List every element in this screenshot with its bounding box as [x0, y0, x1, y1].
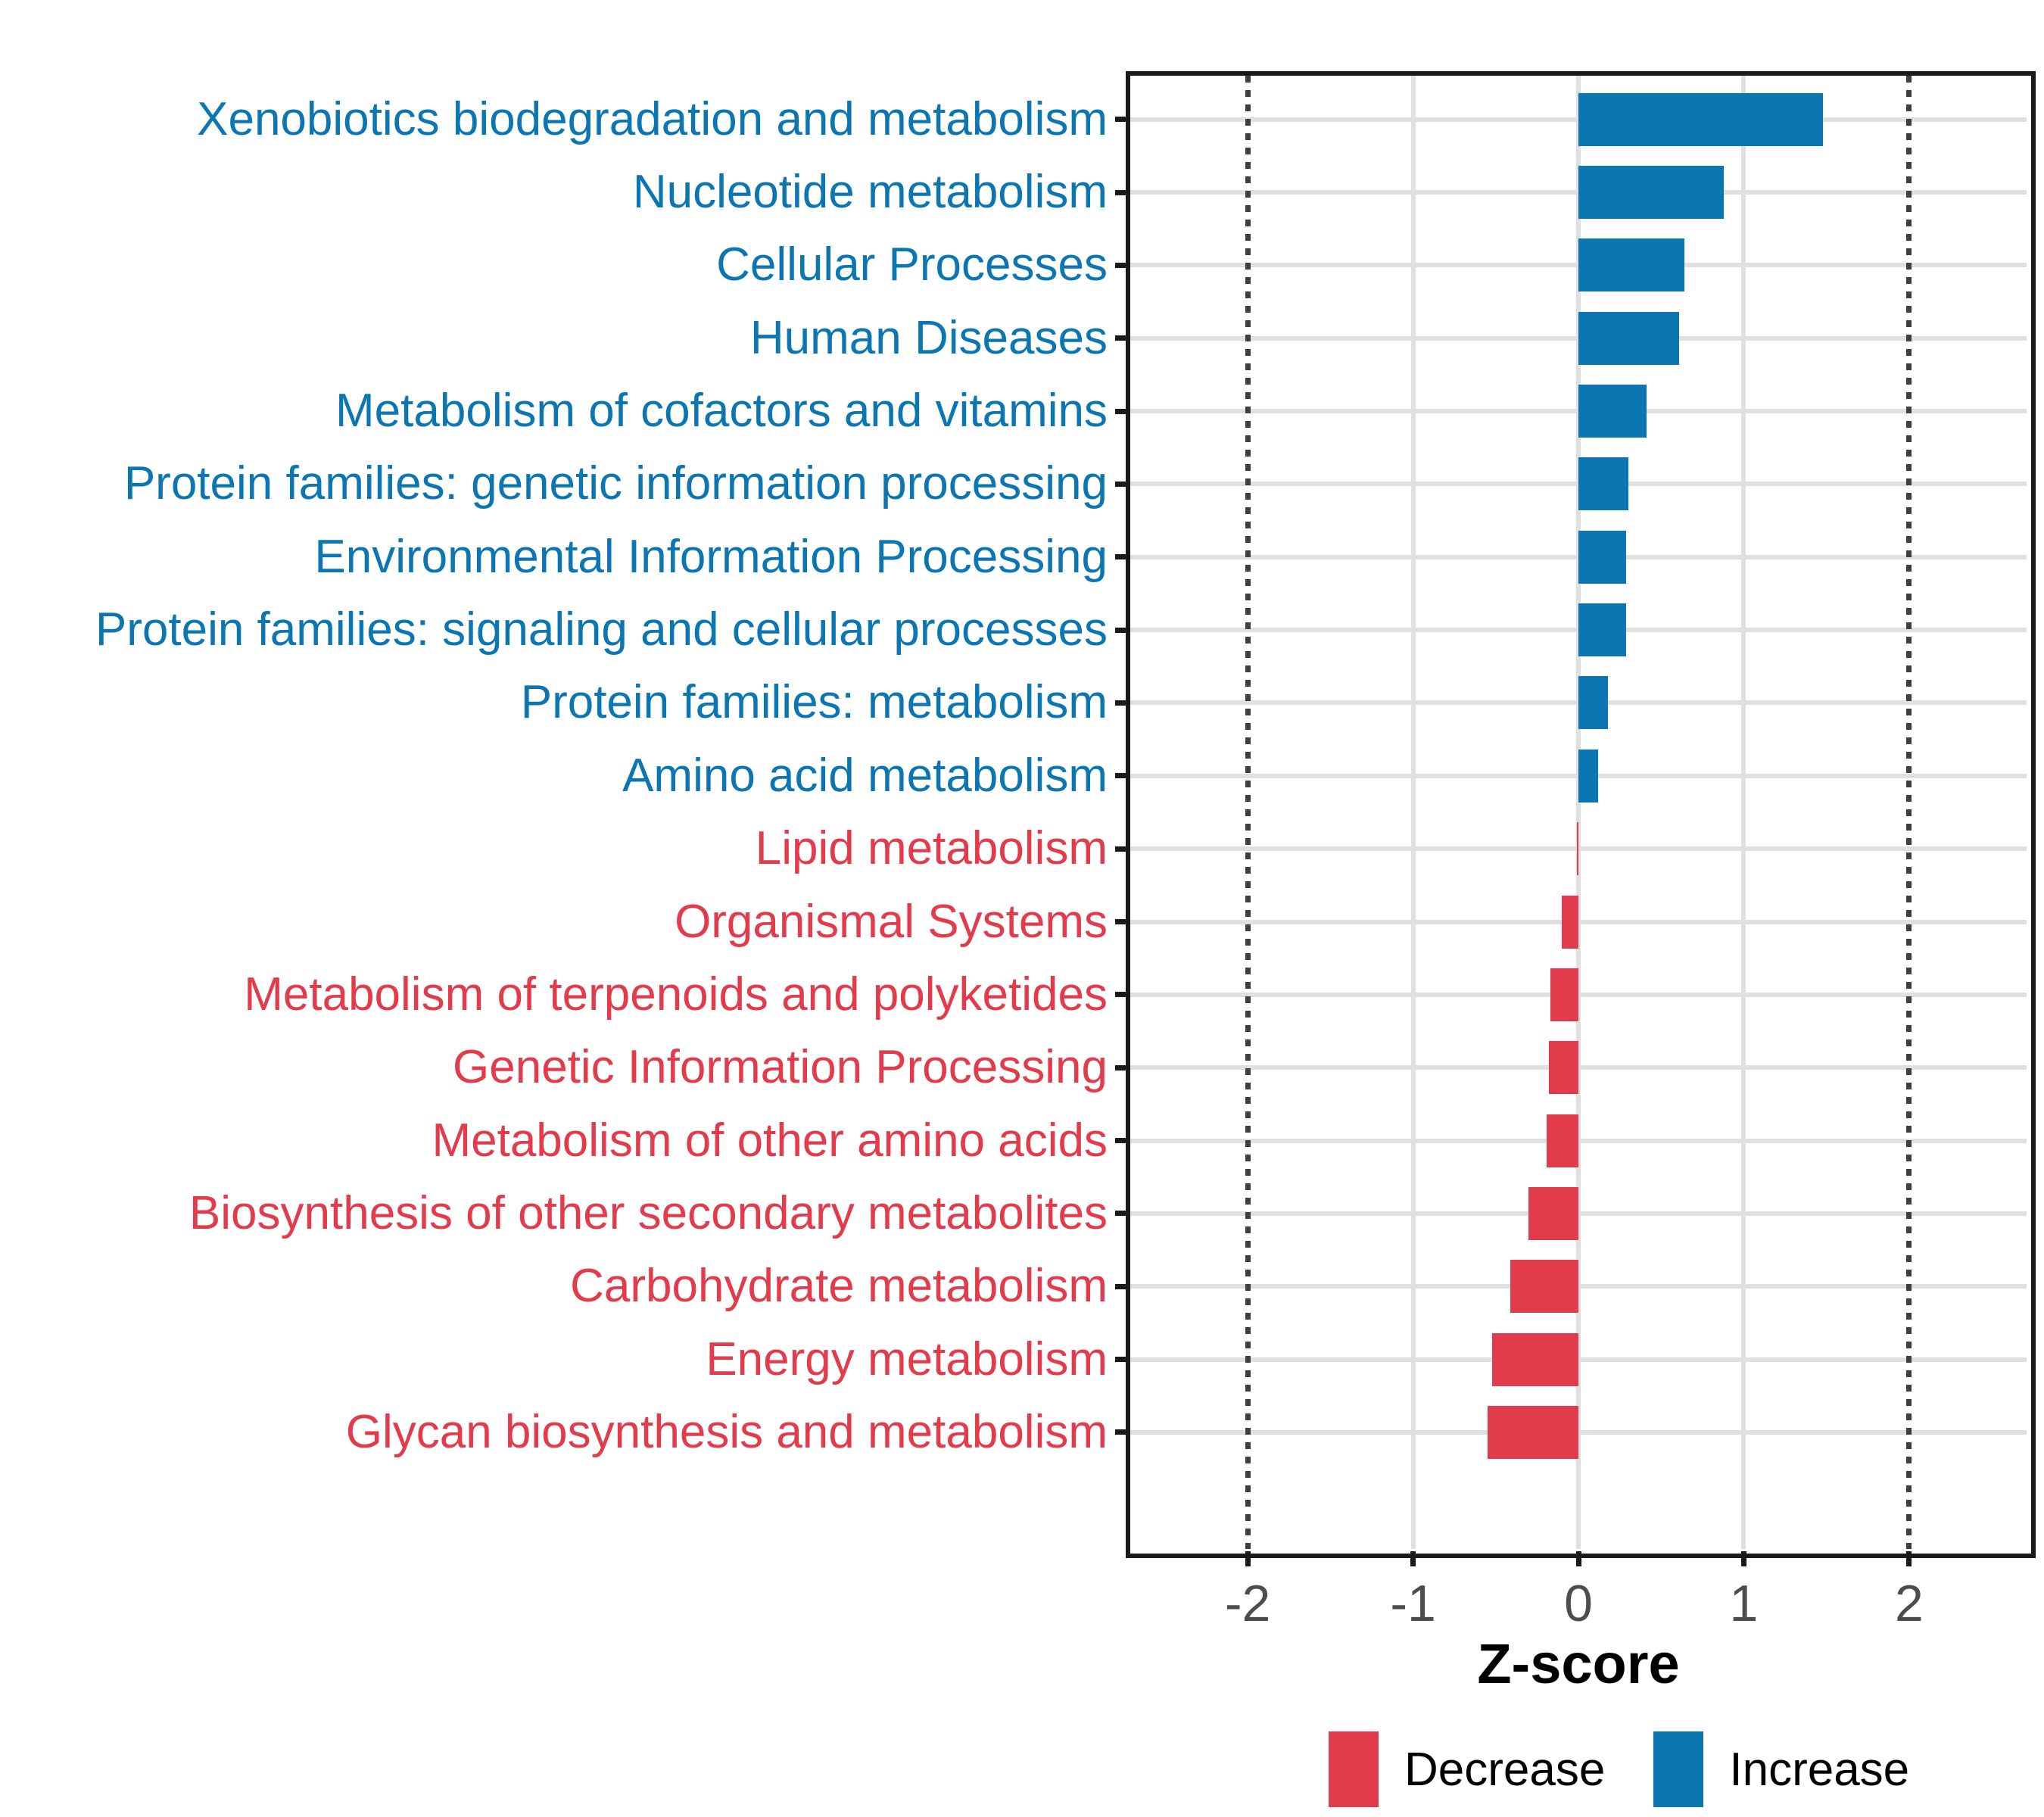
y-axis-tick — [1115, 1064, 1130, 1071]
y-axis-tick — [1115, 700, 1130, 706]
bar-increase — [1578, 603, 1627, 657]
x-axis-tick-label: 2 — [1894, 1575, 1924, 1632]
y-axis-tick — [1115, 117, 1130, 123]
reference-line — [1245, 76, 1251, 1549]
y-axis-label: Organismal Systems — [675, 895, 1108, 948]
x-gridline — [1741, 76, 1746, 1549]
y-axis-label: Protein families: signaling and cellular… — [95, 603, 1108, 656]
x-gridline — [1410, 76, 1416, 1549]
y-axis-tick — [1115, 554, 1130, 560]
y-axis-label: Cellular Processes — [716, 238, 1108, 291]
x-gridline — [1576, 76, 1581, 1549]
x-axis-tick — [1410, 1551, 1416, 1566]
legend-label-increase: Increase — [1729, 1743, 1910, 1796]
legend-item-decrease: Decrease — [1329, 1731, 1605, 1807]
x-axis-tick-label: 1 — [1729, 1575, 1759, 1632]
y-axis-tick — [1115, 773, 1130, 779]
y-axis-label: Environmental Information Processing — [314, 530, 1108, 583]
increase-swatch — [1653, 1731, 1704, 1807]
y-axis-tick — [1115, 1357, 1130, 1363]
legend-label-decrease: Decrease — [1404, 1743, 1606, 1796]
y-axis-tick — [1115, 846, 1130, 852]
legend: Decrease Increase — [1329, 1731, 1909, 1807]
y-axis-label: Metabolism of other amino acids — [432, 1114, 1108, 1167]
y-axis-label: Biosynthesis of other secondary metaboli… — [189, 1186, 1108, 1239]
x-axis-tick-label: -1 — [1390, 1575, 1436, 1632]
y-axis-label: Energy metabolism — [706, 1332, 1108, 1385]
bar-increase — [1578, 238, 1684, 292]
y-axis-tick — [1115, 481, 1130, 487]
x-axis-tick-label: -2 — [1224, 1575, 1271, 1632]
bar-increase — [1578, 385, 1647, 438]
y-axis-label: Carbohydrate metabolism — [570, 1260, 1108, 1313]
y-axis-label: Metabolism of terpenoids and polyketides — [244, 968, 1108, 1021]
y-axis-tick — [1115, 1429, 1130, 1435]
y-axis-tick — [1115, 919, 1130, 924]
reference-line — [1906, 76, 1912, 1549]
y-axis-tick — [1115, 1211, 1130, 1217]
y-axis-tick — [1115, 1283, 1130, 1289]
y-axis-tick — [1115, 627, 1130, 633]
y-axis-label: Nucleotide metabolism — [632, 166, 1108, 219]
y-axis-tick — [1115, 1138, 1130, 1143]
y-axis-tick — [1115, 262, 1130, 268]
y-axis-label: Amino acid metabolism — [622, 749, 1108, 802]
bar-decrease — [1562, 895, 1578, 949]
bar-decrease — [1528, 1186, 1578, 1240]
y-axis-tick — [1115, 408, 1130, 414]
y-axis-label: Protein families: metabolism — [520, 676, 1108, 729]
bar-increase — [1578, 749, 1599, 803]
bar-increase — [1578, 676, 1609, 730]
bar-increase — [1578, 92, 1824, 146]
decrease-swatch — [1329, 1731, 1379, 1807]
y-axis-tick — [1115, 335, 1130, 341]
bar-decrease — [1547, 1114, 1578, 1167]
bar-decrease — [1550, 968, 1578, 1021]
y-axis-label: Metabolism of cofactors and vitamins — [335, 385, 1108, 438]
x-axis-tick-label: 0 — [1564, 1575, 1593, 1632]
bar-decrease — [1576, 822, 1578, 876]
y-axis-tick — [1115, 992, 1130, 998]
bar-increase — [1578, 311, 1680, 365]
y-axis-label: Human Diseases — [749, 311, 1108, 364]
bar-decrease — [1487, 1405, 1578, 1459]
y-axis-label: Lipid metabolism — [755, 822, 1108, 875]
x-axis-tick — [1575, 1551, 1581, 1566]
x-axis-title: Z-score — [1477, 1632, 1680, 1695]
y-axis-label: Xenobiotics biodegradation and metabolis… — [197, 92, 1108, 145]
legend-item-increase: Increase — [1653, 1731, 1909, 1807]
x-axis-tick — [1740, 1551, 1746, 1566]
y-axis-label: Genetic Information Processing — [453, 1041, 1108, 1094]
y-axis-label: Glycan biosynthesis and metabolism — [345, 1405, 1108, 1458]
bar-increase — [1578, 530, 1627, 584]
bar-increase — [1578, 166, 1725, 220]
y-axis-tick — [1115, 189, 1130, 195]
x-axis-tick — [1906, 1551, 1912, 1566]
bar-decrease — [1548, 1041, 1578, 1095]
bar-decrease — [1492, 1332, 1578, 1386]
bar-decrease — [1510, 1260, 1578, 1314]
bar-increase — [1578, 457, 1628, 511]
x-axis-tick — [1245, 1551, 1251, 1566]
y-axis-label: Protein families: genetic information pr… — [123, 457, 1108, 510]
